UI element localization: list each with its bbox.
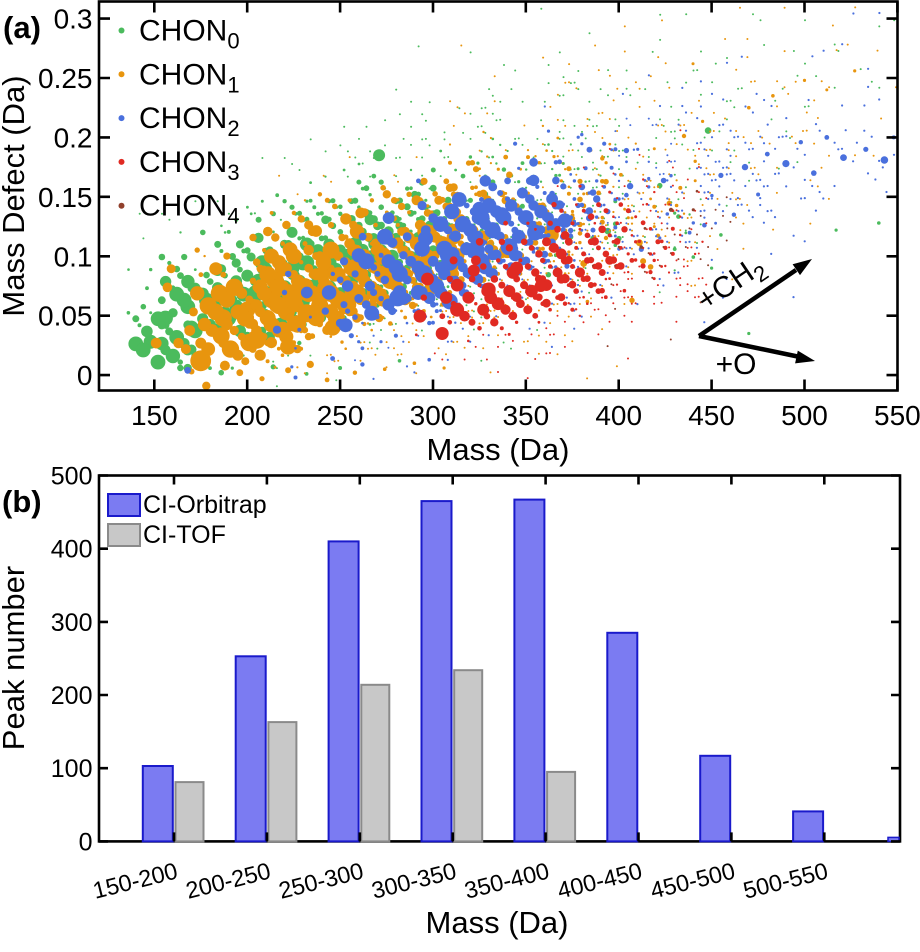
svg-text:0.2: 0.2	[54, 122, 93, 153]
svg-text:400: 400	[51, 536, 93, 564]
svg-text:0: 0	[79, 828, 93, 856]
svg-text:0.25: 0.25	[38, 63, 93, 94]
svg-text:CHON4: CHON4	[139, 190, 240, 229]
svg-text:CHON1: CHON1	[139, 58, 240, 97]
svg-text:400: 400	[595, 400, 642, 431]
svg-text:CHON2: CHON2	[139, 102, 240, 141]
svg-text:0: 0	[77, 360, 93, 391]
svg-text:CHON0: CHON0	[139, 15, 240, 54]
svg-text:0.05: 0.05	[38, 301, 93, 332]
svg-text:300: 300	[410, 400, 457, 431]
svg-text:Peak number: Peak number	[0, 566, 31, 750]
svg-text:300: 300	[51, 609, 93, 637]
svg-text:250: 250	[317, 400, 364, 431]
svg-text:+O: +O	[716, 348, 757, 381]
svg-text:Mass (Da): Mass (Da)	[427, 432, 570, 467]
svg-text:450: 450	[688, 400, 735, 431]
svg-text:0.3: 0.3	[54, 4, 93, 35]
svg-text:CI-Orbitrap: CI-Orbitrap	[143, 491, 267, 519]
svg-text:150: 150	[131, 400, 178, 431]
svg-text:100: 100	[51, 755, 93, 783]
svg-text:0.15: 0.15	[38, 182, 93, 213]
svg-text:550: 550	[874, 400, 920, 431]
svg-text:200: 200	[51, 682, 93, 710]
svg-text:500: 500	[51, 463, 93, 491]
svg-text:CI-TOF: CI-TOF	[143, 521, 226, 549]
svg-text:CHON3: CHON3	[139, 146, 240, 185]
svg-text:Mass (Da): Mass (Da)	[426, 905, 569, 940]
svg-text:500: 500	[781, 400, 828, 431]
svg-text:200: 200	[224, 400, 271, 431]
svg-text:Mass Defect (Da): Mass Defect (Da)	[0, 75, 31, 316]
svg-text:0.1: 0.1	[54, 241, 93, 272]
svg-text:(b): (b)	[2, 484, 42, 519]
svg-text:350: 350	[502, 400, 549, 431]
svg-text:(a): (a)	[3, 10, 41, 45]
